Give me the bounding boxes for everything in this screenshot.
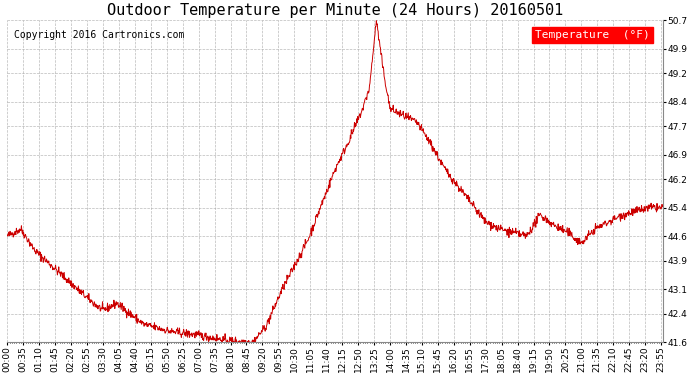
Temperature  (°F) xyxy=(582,234,590,238)
Temperature  (°F) xyxy=(659,204,667,209)
Temperature  (°F) xyxy=(149,324,157,329)
Temperature  (°F) xyxy=(438,160,446,165)
Temperature  (°F) xyxy=(3,233,12,237)
Temperature  (°F) xyxy=(524,231,532,236)
Line: Temperature  (°F): Temperature (°F) xyxy=(8,21,663,346)
Text: Copyright 2016 Cartronics.com: Copyright 2016 Cartronics.com xyxy=(14,30,184,40)
Temperature  (°F) xyxy=(222,340,230,345)
Temperature  (°F) xyxy=(242,344,250,348)
Title: Outdoor Temperature per Minute (24 Hours) 20160501: Outdoor Temperature per Minute (24 Hours… xyxy=(107,3,563,18)
Temperature  (°F) xyxy=(133,321,141,326)
Temperature  (°F) xyxy=(372,18,380,23)
Text: Temperature  (°F): Temperature (°F) xyxy=(535,30,650,40)
